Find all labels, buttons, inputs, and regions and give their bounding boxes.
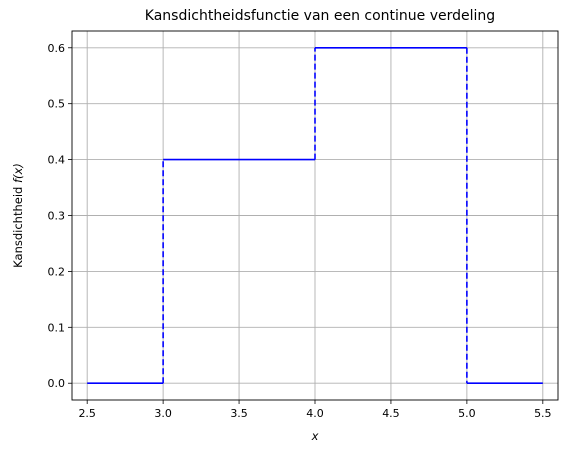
y-tick-label: 0.5 — [48, 98, 66, 111]
y-axis-label: Kansdichtheid f(x) — [11, 163, 25, 268]
y-tick-label: 0.6 — [48, 42, 66, 55]
x-tick-label: 4.5 — [382, 407, 400, 420]
x-tick-label: 2.5 — [78, 407, 96, 420]
x-tick-label: 5.0 — [458, 407, 476, 420]
y-tick-label: 0.4 — [48, 154, 66, 167]
x-tick-label: 3.0 — [154, 407, 172, 420]
y-tick-label: 0.1 — [48, 321, 66, 334]
y-axis-label-math: f(x) — [11, 163, 25, 183]
y-axis-label-text: Kansdichtheid — [11, 183, 25, 268]
x-axis-label: x — [311, 429, 319, 443]
y-tick-label: 0.0 — [48, 377, 66, 390]
plot-lines — [87, 46, 543, 385]
y-tick-label: 0.3 — [48, 210, 66, 223]
chart-title: Kansdichtheidsfunctie van een continue v… — [145, 8, 495, 24]
x-tick-label: 5.5 — [534, 407, 552, 420]
y-tick-label: 0.2 — [48, 265, 66, 278]
x-tick-label: 3.5 — [230, 407, 248, 420]
y-axis: 0.0 0.1 0.2 0.3 0.4 0.5 0.6 — [48, 42, 72, 390]
x-axis: 2.5 3.0 3.5 4.0 4.5 5.0 5.5 — [78, 400, 552, 420]
x-tick-label: 4.0 — [306, 407, 324, 420]
